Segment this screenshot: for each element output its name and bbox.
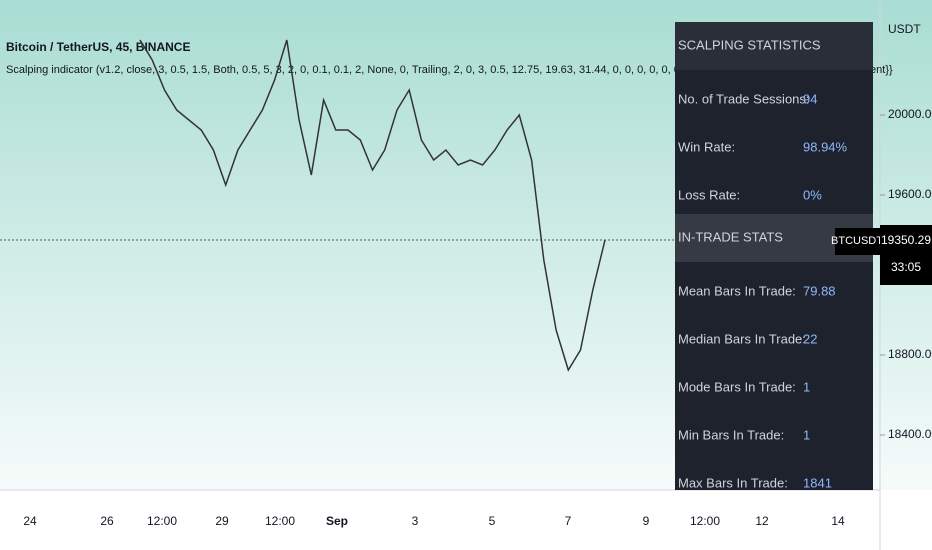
x-tick-label: 12:00 xyxy=(265,514,295,528)
y-tick-label: 19600.00 xyxy=(888,187,932,201)
symbol-title: Bitcoin / TetherUS, 45, BINANCE xyxy=(6,40,190,54)
stat-value: 1841 xyxy=(803,475,832,490)
stat-label: No. of Trade Sessions: xyxy=(678,91,810,106)
stat-label: Mode Bars In Trade: xyxy=(678,379,796,394)
stat-label: Win Rate: xyxy=(678,139,735,154)
price-tag-value: 19350.29 xyxy=(881,233,931,247)
x-tick-label: 3 xyxy=(412,514,419,528)
symbol-tag xyxy=(835,228,880,255)
countdown: 33:05 xyxy=(891,260,921,274)
indicator-label: Scalping indicator (v1.2, close, 3, 0.5,… xyxy=(6,64,893,76)
x-tick-label: Sep xyxy=(326,514,348,528)
x-tick-label: 5 xyxy=(489,514,496,528)
symbol-tag-text: BTCUSDT xyxy=(831,235,883,247)
stat-label: Median Bars In Trade: xyxy=(678,331,806,346)
section-header-bg xyxy=(675,22,873,70)
stat-value: 22 xyxy=(803,331,817,346)
stat-label: Min Bars In Trade: xyxy=(678,427,784,442)
y-tick-label: 20000.00 xyxy=(888,107,932,121)
x-tick-label: 12:00 xyxy=(690,514,720,528)
stat-value: 1 xyxy=(803,427,810,442)
stat-value: 0% xyxy=(803,187,822,202)
x-tick-label: 12 xyxy=(755,514,769,528)
x-axis-area xyxy=(0,490,932,550)
stat-label: Max Bars In Trade: xyxy=(678,475,788,490)
price-tag xyxy=(880,225,932,285)
x-tick-label: 24 xyxy=(23,514,37,528)
stat-value: 98.94% xyxy=(803,139,848,154)
stat-value: 79.88 xyxy=(803,283,836,298)
x-tick-label: 29 xyxy=(215,514,229,528)
x-tick-label: 26 xyxy=(100,514,114,528)
x-tick-label: 12:00 xyxy=(147,514,177,528)
y-tick-label: 18800.00 xyxy=(888,347,932,361)
section-title: IN-TRADE STATS xyxy=(678,229,783,244)
currency: USDT xyxy=(888,22,921,36)
stat-value: 94 xyxy=(803,91,817,106)
y-tick-label: 18400.00 xyxy=(888,427,932,441)
stat-label: Loss Rate: xyxy=(678,187,740,202)
x-tick-label: 7 xyxy=(565,514,572,528)
stat-label: Mean Bars In Trade: xyxy=(678,283,796,298)
section-title: SCALPING STATISTICS xyxy=(678,37,821,52)
x-tick-label: 14 xyxy=(831,514,845,528)
x-tick-label: 9 xyxy=(643,514,650,528)
stat-value: 1 xyxy=(803,379,810,394)
price-line-series xyxy=(139,39,606,372)
